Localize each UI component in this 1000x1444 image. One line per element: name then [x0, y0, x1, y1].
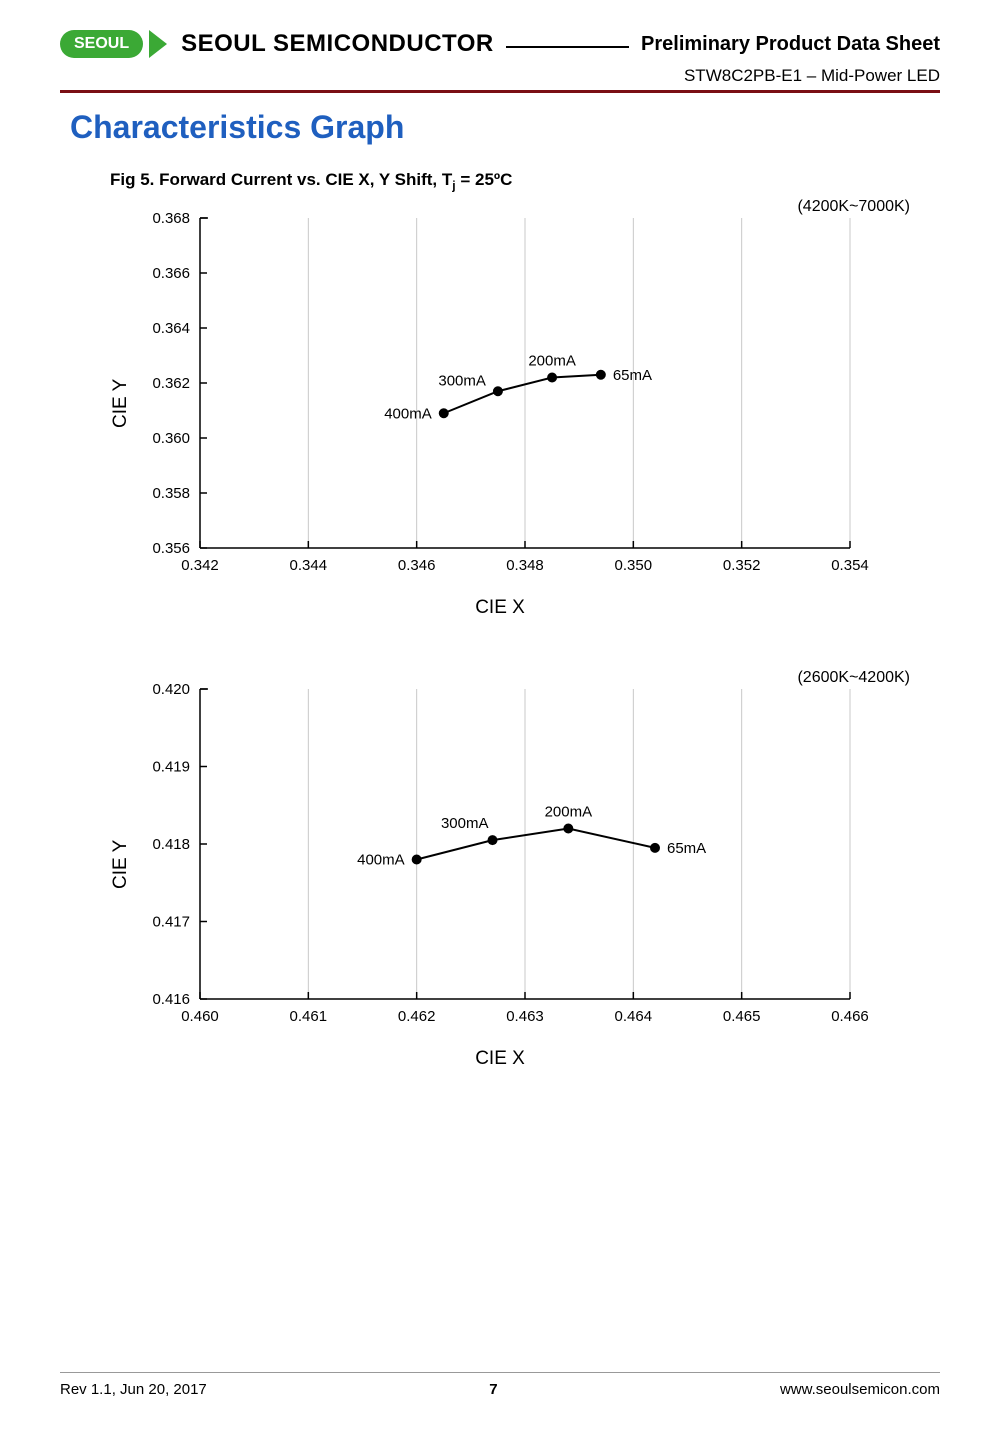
svg-text:0.417: 0.417 [152, 914, 190, 931]
svg-text:0.348: 0.348 [506, 557, 544, 574]
section-title: Characteristics Graph [0, 93, 1000, 156]
chart-2-container: (2600K~4200K) CIE Y 0.4160.4170.4180.419… [130, 679, 1000, 1070]
svg-text:0.350: 0.350 [615, 557, 653, 574]
header-divider [506, 46, 629, 48]
svg-text:0.368: 0.368 [152, 210, 190, 227]
chart-2-range-label: (2600K~4200K) [797, 669, 910, 687]
svg-text:0.420: 0.420 [152, 681, 190, 698]
svg-text:200mA: 200mA [545, 804, 593, 821]
chart-1-range-label: (4200K~7000K) [797, 198, 910, 216]
svg-text:400mA: 400mA [357, 852, 405, 869]
svg-text:0.460: 0.460 [181, 1008, 219, 1025]
svg-text:0.342: 0.342 [181, 557, 219, 574]
chart-1-container: (4200K~7000K) CIE Y 0.3560.3580.3600.362… [130, 208, 1000, 619]
subheader-row: STW8C2PB-E1 – Mid-Power LED [60, 66, 940, 93]
page-footer: Rev 1.1, Jun 20, 2017 7 www.seoulsemicon… [60, 1372, 940, 1398]
svg-text:0.360: 0.360 [152, 430, 190, 447]
svg-text:0.356: 0.356 [152, 540, 190, 557]
svg-text:0.358: 0.358 [152, 485, 190, 502]
svg-text:300mA: 300mA [441, 816, 489, 833]
page-header: SEOUL SEOUL SEMICONDUCTOR Preliminary Pr… [0, 0, 1000, 66]
logo-badge: SEOUL [60, 30, 143, 58]
svg-text:65mA: 65mA [613, 367, 652, 384]
svg-text:0.344: 0.344 [290, 557, 328, 574]
svg-text:0.364: 0.364 [152, 320, 190, 337]
chart-1-xlabel: CIE X [130, 597, 870, 619]
svg-text:0.362: 0.362 [152, 375, 190, 392]
svg-text:0.466: 0.466 [831, 1008, 869, 1025]
chart-1-ylabel: CIE Y [110, 379, 132, 428]
svg-text:0.418: 0.418 [152, 836, 190, 853]
svg-text:0.416: 0.416 [152, 991, 190, 1008]
footer-page-number: 7 [489, 1381, 497, 1398]
svg-text:300mA: 300mA [438, 373, 486, 390]
chart-2-svg: 0.416 0.417 0.418 0.419 0.420 0.460 0.461 0.462… [130, 679, 870, 1039]
chart-1-svg: 0.356 0.358 0.360 0.362 0.364 0.366 0.368 0.342… [130, 208, 870, 588]
header-right-title: Preliminary Product Data Sheet [641, 33, 940, 56]
chart-2-ylabel: CIE Y [110, 840, 132, 889]
chart-2-xlabel: CIE X [130, 1048, 870, 1070]
svg-text:0.465: 0.465 [723, 1008, 761, 1025]
logo-chevron-icon [149, 30, 167, 58]
svg-text:400mA: 400mA [384, 406, 432, 423]
svg-text:0.346: 0.346 [398, 557, 436, 574]
fig-caption-suffix: = 25ºC [456, 170, 513, 189]
svg-text:0.366: 0.366 [152, 265, 190, 282]
svg-text:65mA: 65mA [667, 840, 706, 857]
footer-revision: Rev 1.1, Jun 20, 2017 [60, 1381, 207, 1398]
product-code: STW8C2PB-E1 – Mid-Power LED [684, 66, 940, 90]
svg-text:0.419: 0.419 [152, 759, 190, 776]
footer-url: www.seoulsemicon.com [780, 1381, 940, 1398]
svg-text:0.352: 0.352 [723, 557, 761, 574]
svg-text:0.354: 0.354 [831, 557, 869, 574]
svg-text:0.461: 0.461 [290, 1008, 328, 1025]
svg-text:200mA: 200mA [528, 353, 576, 370]
fig-caption-prefix: Fig 5. Forward Current vs. CIE X, Y Shif… [110, 170, 452, 189]
svg-text:0.464: 0.464 [615, 1008, 653, 1025]
svg-text:0.462: 0.462 [398, 1008, 436, 1025]
company-name: SEOUL SEMICONDUCTOR [181, 30, 494, 58]
svg-text:0.463: 0.463 [506, 1008, 544, 1025]
